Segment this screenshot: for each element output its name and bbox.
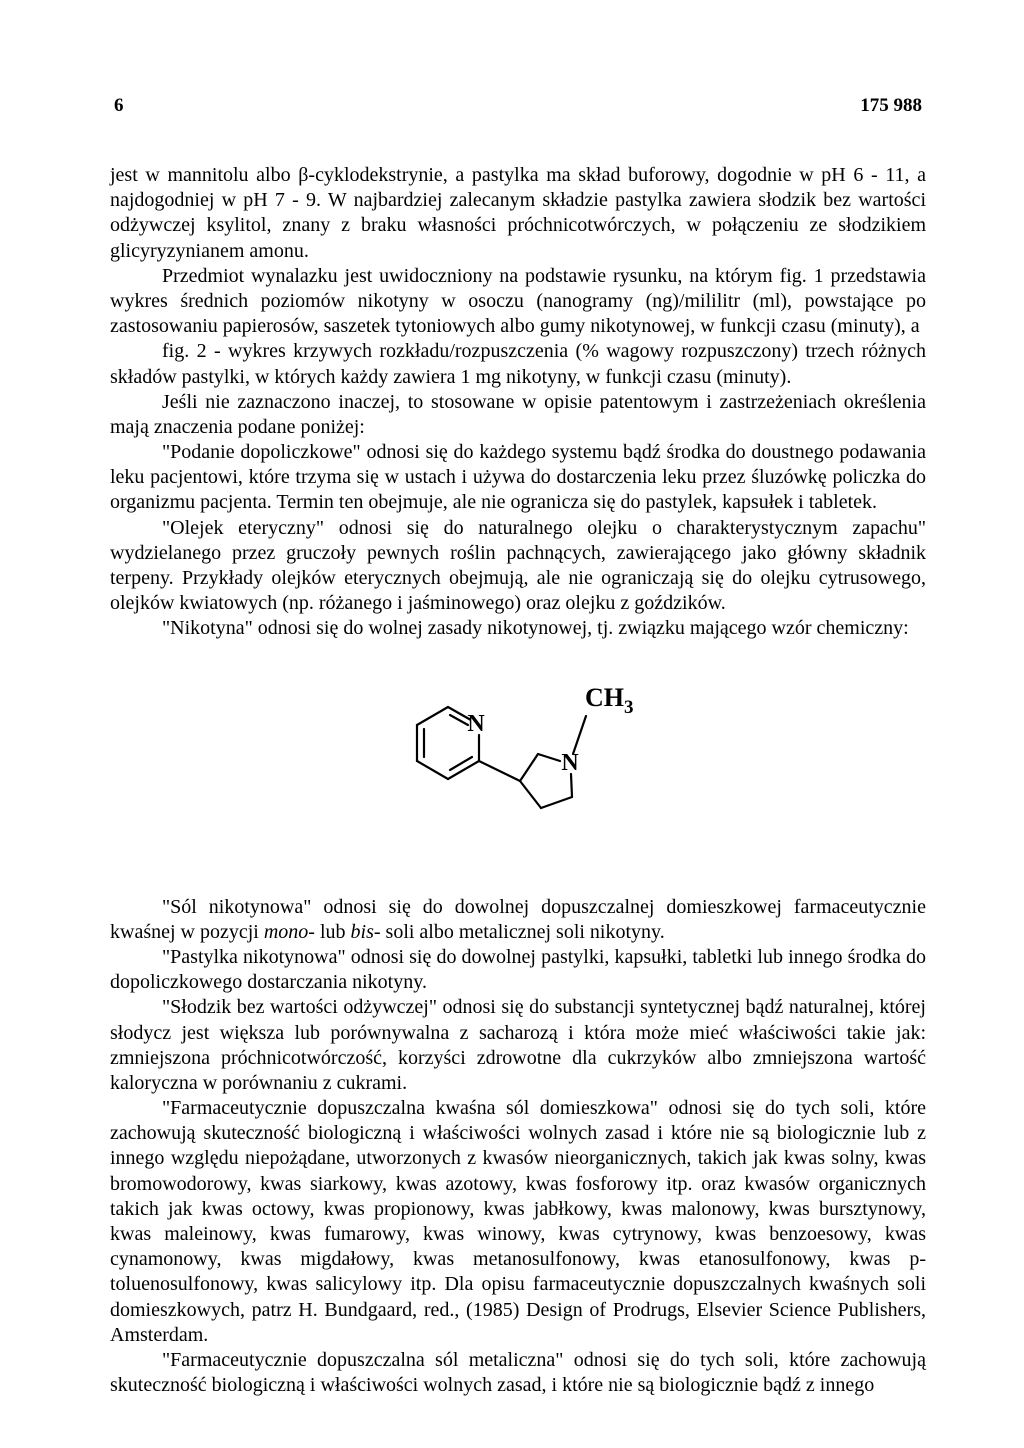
nicotine-structure-svg: N N CH3: [388, 668, 648, 843]
text-run: soli albo metalicznej soli nikotyny.: [381, 921, 665, 943]
paragraph: "Farmaceutycznie dopuszczalna sól metali…: [110, 1348, 926, 1398]
paragraph: fig. 2 - wykres krzywych rozkładu/rozpus…: [110, 339, 926, 389]
text-emphasis: mono-: [264, 921, 315, 943]
paragraph: "Podanie dopoliczkowe" odnosi się do każ…: [110, 440, 926, 516]
page-number: 6: [114, 95, 124, 117]
text-emphasis: bis-: [351, 921, 381, 943]
paragraph: "Pastylka nikotynowa" odnosi się do dowo…: [110, 945, 926, 995]
paragraph: "Farmaceutycznie dopuszczalna kwaśna sól…: [110, 1096, 926, 1348]
text-run: lub: [315, 921, 351, 943]
paragraph: "Sól nikotynowa" odnosi się do dowolnej …: [110, 895, 926, 945]
paragraph: "Olejek eteryczny" odnosi się do natural…: [110, 516, 926, 617]
doc-number: 175 988: [860, 95, 922, 117]
page-header: 6 175 988: [110, 95, 926, 117]
paragraph: "Nikotyna" odnosi się do wolnej zasady n…: [110, 616, 926, 641]
pyrrolidine-N-label: N: [561, 750, 579, 776]
paragraph: Jeśli nie zaznaczono inaczej, to stosowa…: [110, 390, 926, 440]
ch3-label: CH3: [585, 683, 634, 718]
page: 6 175 988 jest w mannitolu albo β-cyklod…: [0, 0, 1024, 1448]
page-body: jest w mannitolu albo β-cyklodekstrynie,…: [110, 163, 926, 1398]
paragraph: Przedmiot wynalazku jest uwidoczniony na…: [110, 264, 926, 340]
nicotine-structure-figure: N N CH3: [110, 668, 926, 843]
pyridine-N-label: N: [467, 711, 485, 737]
paragraph: jest w mannitolu albo β-cyklodekstrynie,…: [110, 163, 926, 264]
paragraph: "Słodzik bez wartości odżywczej" odnosi …: [110, 995, 926, 1096]
